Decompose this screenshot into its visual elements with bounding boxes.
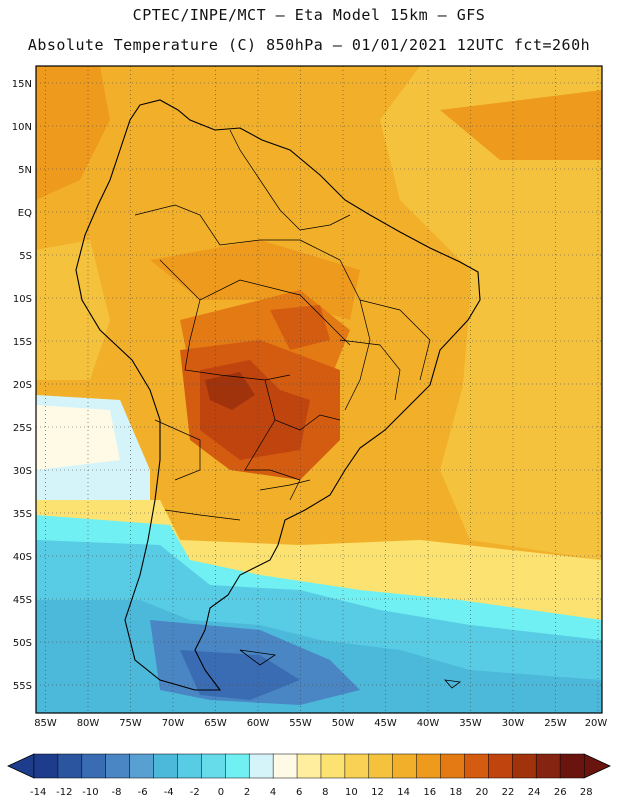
colorbar-label: -2 (190, 787, 200, 798)
colorbar-label: 26 (554, 787, 567, 798)
colorbar-label: -14 (30, 787, 46, 798)
mato-grosso-hot (270, 305, 330, 350)
colorbar-labels: -14 -12 -10 -8 -6 -4 -2 0 2 4 6 8 10 12 … (30, 787, 593, 798)
colorbar-label: 0 (218, 787, 224, 798)
colorbar-label: -10 (82, 787, 98, 798)
lat-label: 30S (13, 466, 32, 477)
lon-label: 85W (34, 718, 57, 729)
lat-label: 50S (13, 638, 32, 649)
map-panel (36, 66, 602, 713)
colorbar-cell (296, 753, 322, 779)
colorbar-cell (129, 753, 155, 779)
colorbar-label: 16 (423, 787, 436, 798)
colorbar-cell (248, 753, 274, 779)
colorbar-cell (177, 753, 202, 779)
colorbar-label: 14 (397, 787, 410, 798)
colorbar-cell (464, 753, 489, 779)
colorbar-label: 2 (244, 787, 250, 798)
map-title-line2: Absolute Temperature (C) 850hPa – 01/01/… (27, 36, 591, 54)
lat-label: 15S (13, 337, 32, 348)
coldest-zone (180, 650, 300, 700)
colorbar-cells (33, 753, 585, 779)
lat-label: 5N (18, 165, 32, 176)
hottest-core (205, 372, 255, 410)
colorbar-cell (153, 753, 179, 779)
colorbar-label: 24 (528, 787, 541, 798)
lat-label: 40S (13, 552, 32, 563)
lon-label: 40W (417, 718, 440, 729)
lon-label: 55W (289, 718, 312, 729)
atlantic-field-2 (460, 290, 602, 540)
lon-label: 60W (247, 718, 270, 729)
lon-label: 80W (77, 718, 100, 729)
colorbar-cell (33, 753, 59, 779)
colorbar-cell (559, 753, 585, 779)
latitude-axis: 15N 10N 5N EQ 5S 10S 15S 20S 25S 30S 35S… (12, 79, 32, 692)
colorbar-label: -8 (112, 787, 122, 798)
lat-label: 55S (13, 681, 32, 692)
lon-label: 50W (332, 718, 355, 729)
lon-label: 75W (119, 718, 142, 729)
colorbar: -14 -12 -10 -8 -6 -4 -2 0 2 4 6 8 10 12 … (7, 753, 611, 798)
lat-label: 35S (13, 509, 32, 520)
map-title-line1: CPTEC/INPE/MCT – Eta Model 15km – GFS (132, 6, 486, 24)
map-frame (35, 65, 603, 714)
chile-pale (36, 405, 120, 470)
longitude-axis: 85W 80W 75W 70W 65W 60W 55W 50W 45W 40W … (34, 718, 607, 729)
colorbar-low-arrow (7, 753, 35, 779)
colorbar-label: 10 (345, 787, 358, 798)
lon-label: 20W (585, 718, 608, 729)
falkland-islands (239, 649, 277, 666)
lat-label: 45S (13, 595, 32, 606)
lon-label: 30W (502, 718, 525, 729)
lon-label: 70W (162, 718, 185, 729)
colorbar-cell (201, 753, 226, 779)
colorbar-label: 28 (580, 787, 593, 798)
colorbar-cell (81, 753, 107, 779)
colorbar-label: 18 (449, 787, 462, 798)
lat-label: 20S (13, 380, 32, 391)
colorbar-cell (105, 753, 131, 779)
colorbar-cell (488, 753, 513, 779)
colorbar-cell (272, 753, 298, 779)
colorbar-cell (344, 753, 370, 779)
colorbar-label: 22 (502, 787, 515, 798)
north-atlantic-orange (440, 90, 602, 160)
lon-label: 35W (459, 718, 482, 729)
pacific-north-orange (36, 66, 110, 200)
lat-label: 15N (12, 79, 32, 90)
colorbar-label: 12 (371, 787, 384, 798)
lon-label: 25W (544, 718, 567, 729)
colorbar-label: 8 (322, 787, 328, 798)
colorbar-cell (535, 753, 561, 779)
south-georgia (443, 679, 462, 689)
colorbar-cell (392, 753, 418, 779)
colorbar-cell (57, 753, 83, 779)
country-borders (134, 129, 431, 521)
south-america-coastline (75, 99, 481, 691)
colorbar-cell (440, 753, 465, 779)
lon-label: 45W (374, 718, 397, 729)
lat-label: 5S (19, 251, 32, 262)
lon-label: 65W (204, 718, 227, 729)
colorbar-label: -4 (164, 787, 174, 798)
colorbar-label: -6 (138, 787, 148, 798)
pacific-band (36, 240, 110, 380)
colorbar-cell (225, 753, 250, 779)
colorbar-cell (368, 753, 394, 779)
colorbar-label: 6 (296, 787, 302, 798)
colorbar-cell (512, 753, 537, 779)
lat-label: 10S (13, 294, 32, 305)
colorbar-cell (320, 753, 346, 779)
colorbar-label: 20 (476, 787, 489, 798)
lat-label: 25S (13, 423, 32, 434)
colorbar-cell (416, 753, 442, 779)
colorbar-high-arrow (583, 753, 611, 779)
colorbar-label: -12 (56, 787, 72, 798)
lat-label: 10N (12, 122, 32, 133)
colorbar-label: 4 (270, 787, 276, 798)
lat-label: EQ (18, 208, 32, 219)
